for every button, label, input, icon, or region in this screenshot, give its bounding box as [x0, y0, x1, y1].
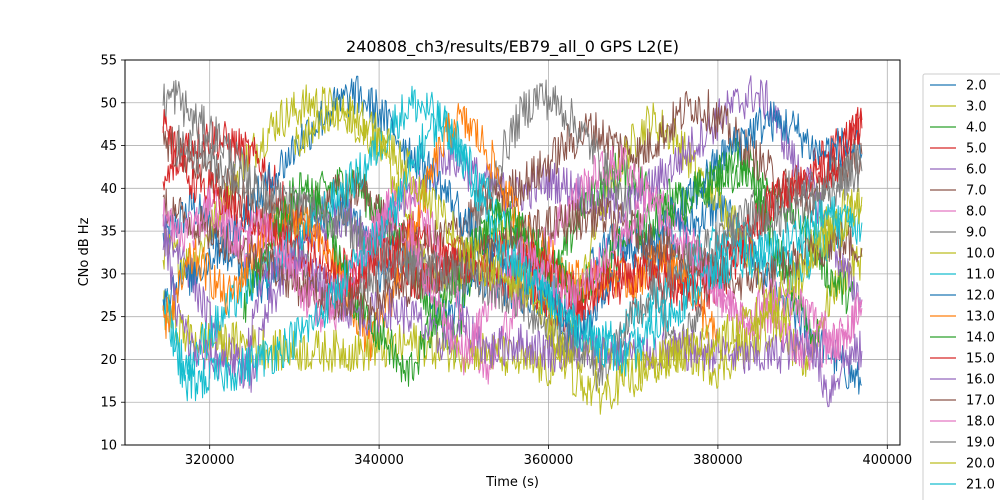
series-line-17.0 [162, 188, 863, 325]
x-tick-label: 360000 [524, 453, 574, 468]
series-line-16.0 [162, 214, 863, 408]
legend-label: 2.0 [966, 79, 987, 94]
legend: 2.0 3.0 4.0 5.0 6.0 7.0 8.0 9.0 10.0 11.0 12.0 13.0… [922, 73, 1000, 500]
y-ticks: 10 15 20 25 30 35 40 45 50 55 [100, 54, 125, 454]
chart-title: 240808_ch3/results/EB79_all_0 GPS L2(E) [346, 37, 679, 57]
x-tick-label: 320000 [185, 453, 235, 468]
plot-frame [124, 59, 901, 446]
series-line-15.0 [162, 106, 863, 321]
y-tick-label: 30 [100, 267, 117, 282]
x-tick-label: 340000 [354, 453, 404, 468]
legend-label: 7.0 [966, 184, 987, 199]
legend-label: 21.0 [966, 478, 995, 493]
legend-label: 6.0 [966, 163, 987, 178]
y-tick-label: 25 [100, 310, 117, 325]
y-tick-label: 35 [100, 225, 117, 240]
legend-label: 12.0 [966, 289, 995, 304]
x-axis-label: Time (s) [485, 475, 539, 490]
y-tick-label: 20 [100, 353, 117, 368]
legend-label: 19.0 [966, 436, 995, 451]
series-line-19.0 [175, 124, 863, 392]
legend-label: 14.0 [966, 331, 995, 346]
legend-label: 11.0 [966, 268, 995, 283]
legend-label: 18.0 [966, 415, 995, 430]
legend-label: 17.0 [966, 394, 995, 409]
legend-frame [922, 73, 1000, 500]
legend-label: 16.0 [966, 373, 995, 388]
series-line-6.0 [162, 75, 863, 393]
legend-label: 5.0 [966, 142, 987, 157]
y-tick-label: 45 [100, 139, 117, 154]
legend-label: 4.0 [966, 121, 987, 136]
x-ticks: 320000 340000 360000 380000 400000 [185, 445, 912, 468]
x-tick-label: 380000 [693, 453, 743, 468]
y-tick-label: 40 [100, 182, 117, 197]
legend-label: 20.0 [966, 457, 995, 472]
series-line-20.0 [293, 96, 863, 415]
y-axis-label: CNo dB Hz [77, 217, 92, 286]
y-tick-label: 10 [100, 439, 117, 454]
series-layer [162, 75, 863, 415]
y-tick-label: 15 [100, 396, 117, 411]
legend-label: 3.0 [966, 100, 987, 115]
series-line-21.0 [166, 103, 854, 402]
y-tick-label: 55 [100, 54, 117, 69]
x-tick-label: 400000 [862, 453, 912, 468]
legend-label: 15.0 [966, 352, 995, 367]
y-tick-label: 50 [100, 96, 117, 111]
legend-label: 10.0 [966, 247, 995, 262]
legend-label: 13.0 [966, 310, 995, 325]
legend-label: 9.0 [966, 226, 987, 241]
series-line-13.0 [162, 103, 719, 362]
legend-label: 8.0 [966, 205, 987, 220]
